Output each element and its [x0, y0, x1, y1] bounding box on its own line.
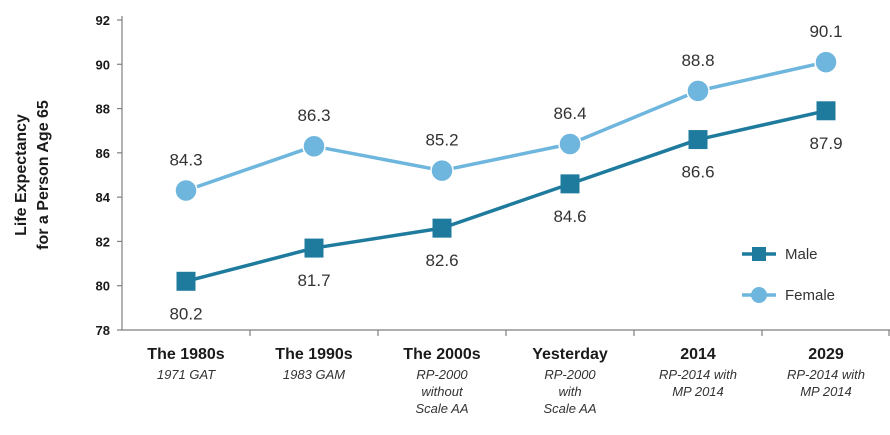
- x-category-sublabel: RP-2000: [416, 367, 468, 382]
- legend: Male Female: [742, 246, 835, 304]
- y-axis: 78 80 82 84 86 88 90 92: [96, 13, 123, 338]
- legend-item-female: Female: [742, 287, 835, 304]
- x-category-sublabel: RP-2014 with: [787, 367, 865, 382]
- x-category-label: The 1980s: [147, 346, 224, 363]
- series-layer: 80.2 81.7 82.6 84.6 86.6 87.9 84.3 86.3 85.2 86.4…: [169, 22, 842, 323]
- legend-label: Male: [785, 246, 818, 263]
- legend-marker-square: [752, 247, 766, 261]
- x-category-sublabel: without: [421, 384, 464, 399]
- y-axis-label-line: for a Person Age 65: [35, 100, 52, 250]
- x-category-label: 2014: [680, 346, 716, 363]
- series-male: 80.2 81.7 82.6 84.6 86.6 87.9: [169, 101, 843, 323]
- legend-label: Female: [785, 287, 835, 304]
- data-point-female: [686, 79, 710, 103]
- data-label-male: 86.6: [681, 163, 714, 182]
- data-label-female: 84.3: [169, 151, 202, 170]
- y-tick-label: 84: [96, 190, 111, 205]
- data-point-female: [174, 178, 198, 203]
- y-tick-label: 86: [96, 146, 110, 161]
- data-point-male: [688, 130, 708, 150]
- x-category-label: Yesterday: [532, 346, 608, 363]
- y-tick-label: 88: [96, 102, 110, 117]
- x-category-sublabel: MP 2014: [672, 384, 724, 399]
- legend-marker-circle: [751, 287, 767, 303]
- data-label-male: 81.7: [297, 271, 330, 290]
- x-category-label: The 2000s: [403, 346, 480, 363]
- data-point-male: [176, 271, 196, 291]
- series-line-female: [185, 60, 827, 193]
- y-axis-label-line: Life Expectancy: [13, 114, 30, 236]
- data-point-male: [304, 238, 324, 258]
- x-category-sublabel: 1983 GAM: [283, 367, 345, 382]
- y-tick-label: 78: [96, 323, 110, 338]
- legend-item-male: Male: [742, 246, 818, 263]
- y-tick-label: 92: [96, 13, 110, 28]
- x-category-sublabel: with: [558, 384, 581, 399]
- data-label-female: 86.4: [553, 104, 586, 123]
- series-line-male: [185, 109, 827, 283]
- x-category-sublabel: Scale AA: [416, 401, 469, 416]
- data-label-female: 88.8: [681, 51, 714, 70]
- y-axis-label: Life Expectancy for a Person Age 65: [13, 100, 52, 250]
- data-label-male: 84.6: [553, 207, 586, 226]
- data-label-male: 87.9: [809, 134, 842, 153]
- data-point-male: [432, 218, 452, 238]
- data-point-female: [814, 50, 838, 74]
- data-point-female: [430, 158, 454, 183]
- data-point-male: [560, 174, 580, 194]
- y-tick-label: 82: [96, 234, 110, 249]
- data-label-female: 90.1: [809, 22, 842, 41]
- data-label-male: 80.2: [169, 304, 202, 323]
- x-axis: The 1980s 1971 GAT The 1990s 1983 GAM The 20…: [122, 329, 890, 416]
- series-female: 84.3 86.3 85.2 86.4 88.8 90.1: [169, 22, 843, 203]
- x-category-sublabel: RP-2000: [544, 367, 596, 382]
- x-category-sublabel: 1971 GAT: [157, 367, 216, 382]
- data-point-female: [558, 132, 582, 156]
- y-tick-label: 90: [96, 57, 110, 72]
- data-label-male: 82.6: [425, 251, 458, 270]
- data-label-female: 85.2: [425, 131, 458, 150]
- y-tick-label: 80: [96, 279, 110, 294]
- data-point-female: [302, 134, 326, 158]
- x-category-sublabel: MP 2014: [800, 384, 852, 399]
- x-category-sublabel: Scale AA: [544, 401, 597, 416]
- x-category-label: The 1990s: [275, 346, 352, 363]
- x-category-sublabel: RP-2014 with: [659, 367, 737, 382]
- data-label-female: 86.3: [297, 106, 330, 125]
- x-category-label: 2029: [808, 346, 844, 363]
- data-point-male: [816, 101, 836, 121]
